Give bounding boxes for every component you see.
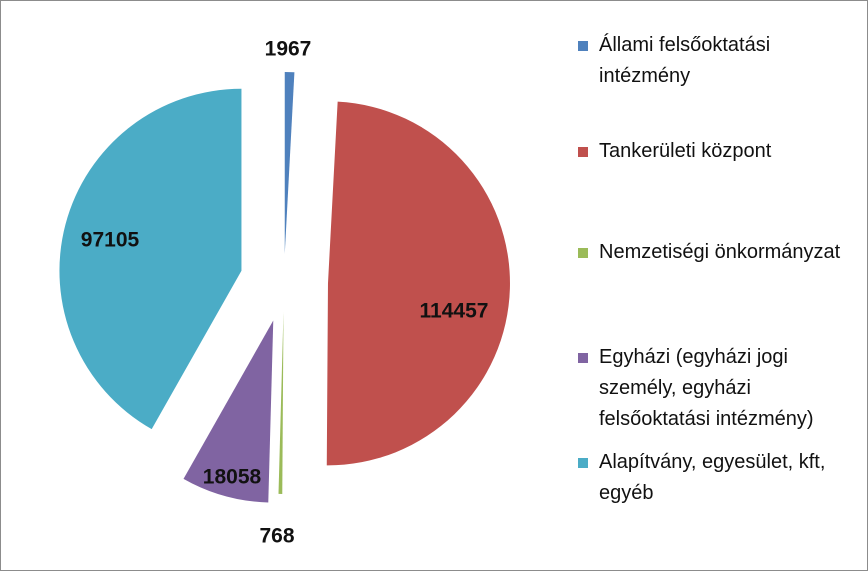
legend-label-alapitvany: Alapítvány, egyesület, kft, egyéb bbox=[599, 451, 826, 504]
legend-label-nemzetisegi: Nemzetiségi önkormányzat bbox=[599, 241, 841, 263]
legend-item-alapitvany: Alapítvány, egyesület, kft, egyéb bbox=[578, 447, 863, 509]
pie-slice-egyhazi bbox=[183, 320, 274, 503]
data-label-allami: 1967 bbox=[265, 38, 312, 61]
pie-slice-allami bbox=[284, 72, 295, 255]
pie-slice-nemzetisegi bbox=[278, 311, 284, 494]
legend-label-tankeruleti: Tankerületi központ bbox=[599, 140, 772, 162]
legend-swatch-tankeruleti bbox=[578, 147, 588, 157]
pie-slice-tankeruleti bbox=[326, 101, 510, 466]
data-label-nemzetisegi: 768 bbox=[259, 525, 294, 548]
legend-item-egyhazi: Egyházi (egyházi jogi személy, egyházi f… bbox=[578, 342, 863, 435]
pie-slice-alapitvany bbox=[59, 88, 242, 430]
data-label-tankeruleti: 114457 bbox=[420, 300, 489, 323]
legend-swatch-egyhazi bbox=[578, 353, 588, 363]
legend-swatch-alapitvany bbox=[578, 458, 588, 468]
legend-item-tankeruleti: Tankerületi központ bbox=[578, 136, 863, 167]
data-label-alapitvany: 97105 bbox=[81, 229, 140, 252]
legend-label-egyhazi: Egyházi (egyházi jogi személy, egyházi f… bbox=[599, 346, 814, 430]
legend-item-allami: Állami felsőoktatási intézmény bbox=[578, 30, 863, 92]
legend-swatch-allami bbox=[578, 41, 588, 51]
legend-item-nemzetisegi: Nemzetiségi önkormányzat bbox=[578, 237, 863, 268]
data-label-egyhazi: 18058 bbox=[203, 466, 262, 489]
legend-swatch-nemzetisegi bbox=[578, 248, 588, 258]
legend-label-allami: Állami felsőoktatási intézmény bbox=[599, 34, 771, 87]
